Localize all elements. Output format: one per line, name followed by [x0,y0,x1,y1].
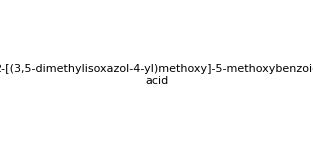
Text: 2-[(3,5-dimethylisoxazol-4-yl)methoxy]-5-methoxybenzoic acid: 2-[(3,5-dimethylisoxazol-4-yl)methoxy]-5… [0,64,313,86]
